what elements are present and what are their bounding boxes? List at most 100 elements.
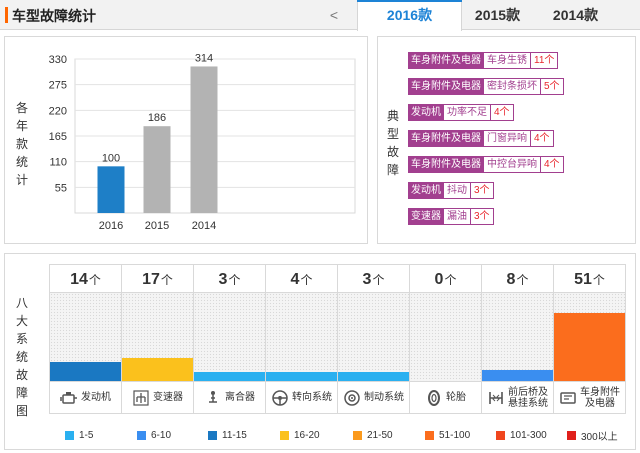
- engine-icon: [60, 391, 77, 404]
- color-legend: 1-5 6-10 11-15 16-20 21-50 51-100 101-300 300以上: [49, 426, 627, 444]
- fault-name: 功率不足: [444, 104, 491, 121]
- side-char: 大: [15, 314, 28, 328]
- fault-count: 3个: [471, 182, 494, 199]
- legend-item: 16-20: [280, 429, 320, 441]
- fault-category-tag: 发动机: [408, 104, 444, 121]
- system-column[interactable]: 51个车身附件 及电器: [554, 264, 626, 414]
- legend-label: 101-300: [510, 429, 547, 441]
- bar-2016: [97, 166, 125, 213]
- x-tick-label: 2016: [99, 220, 123, 232]
- system-label-cell: 前后桥及 悬挂系统: [482, 381, 553, 414]
- fault-item[interactable]: 车身附件及电器 车身生锈 11个: [408, 52, 559, 69]
- system-count: 51个: [554, 264, 625, 293]
- side-char: 障: [15, 386, 28, 400]
- tab-2015[interactable]: 2015款: [474, 7, 521, 23]
- side-char: 款: [15, 137, 28, 151]
- side-char: 年: [15, 119, 28, 133]
- legend-item: 11-15: [208, 429, 247, 441]
- system-count: 17个: [122, 264, 193, 293]
- legend-label: 51-100: [439, 429, 471, 441]
- system-count-number: 8: [506, 271, 516, 288]
- fault-item[interactable]: 车身附件及电器 密封条损坏 5个: [408, 78, 564, 95]
- fault-item[interactable]: 发动机 抖动 3个: [408, 182, 494, 199]
- side-char: 故: [15, 368, 28, 382]
- system-bar-area: [338, 293, 409, 381]
- system-column[interactable]: 14个 发动机: [50, 264, 122, 414]
- system-column[interactable]: 0个 轮胎: [410, 264, 482, 414]
- prev-arrow-button[interactable]: <: [329, 7, 339, 23]
- fault-name: 门窗异响: [484, 130, 531, 147]
- system-bar: [266, 372, 337, 381]
- bar-value-label: 186: [148, 112, 166, 124]
- system-label: 轮胎: [446, 392, 466, 403]
- system-label: 转向系统: [292, 392, 332, 403]
- fault-category-tag: 变速器: [408, 208, 444, 225]
- side-char: 统: [15, 155, 28, 169]
- system-count-number: 4: [290, 271, 300, 288]
- side-char: 典: [386, 109, 399, 123]
- system-label-line: 发动机: [81, 392, 111, 403]
- system-count-number: 3: [218, 271, 228, 288]
- system-column[interactable]: 3个 离合器: [194, 264, 266, 414]
- y-tick-label: 275: [49, 80, 67, 92]
- system-bar: [50, 362, 121, 381]
- system-count-unit: 个: [372, 273, 385, 287]
- bar-value-label: 314: [195, 52, 213, 64]
- legend-label: 21-50: [367, 429, 393, 441]
- system-column[interactable]: 3个制动系统: [338, 264, 410, 414]
- car-body-icon: [560, 391, 576, 404]
- fault-name: 漏油: [444, 208, 471, 225]
- clutch-icon: [209, 390, 217, 403]
- system-column[interactable]: 4个 转向系统: [266, 264, 338, 414]
- system-column[interactable]: 17个变速器: [122, 264, 194, 414]
- legend-item: 101-300: [496, 429, 547, 441]
- bar-2014: [190, 66, 218, 213]
- system-count: 8个: [482, 264, 553, 293]
- legend-swatch: [353, 430, 362, 440]
- fault-name: 车身生锈: [484, 52, 531, 69]
- system-count-number: 0: [434, 271, 444, 288]
- system-bar-area: [194, 293, 265, 381]
- system-label-cell: 制动系统: [338, 381, 409, 414]
- fault-category-tag: 车身附件及电器: [408, 130, 484, 147]
- tab-2016[interactable]: 2016款: [357, 0, 462, 31]
- system-label: 车身附件 及电器: [580, 387, 620, 409]
- system-count-unit: 个: [160, 273, 173, 287]
- fault-name: 抖动: [444, 182, 471, 199]
- faults-side-label: 典 型 故 障: [386, 107, 400, 179]
- fault-item[interactable]: 车身附件及电器 中控台异响 4个: [408, 156, 564, 173]
- tab-2014[interactable]: 2014款: [552, 7, 599, 23]
- fault-category-tag: 车身附件及电器: [408, 156, 484, 173]
- fault-item[interactable]: 车身附件及电器 门窗异响 4个: [408, 130, 554, 147]
- legend-item: 21-50: [353, 429, 393, 441]
- system-bar-area: [554, 293, 625, 381]
- page-title: 车型故障统计: [12, 8, 96, 24]
- fault-item[interactable]: 发动机 功率不足 4个: [408, 104, 514, 121]
- legend-label: 300以上: [581, 431, 618, 443]
- x-tick-label: 2014: [192, 220, 216, 232]
- year-bar-chart: 55 110 165 220 275 330 100 2016 186 2015 314 2014: [49, 52, 356, 232]
- system-bar-area: [50, 293, 121, 381]
- legend-swatch: [567, 430, 576, 440]
- side-char: 系: [15, 332, 28, 346]
- suspension-icon: [489, 391, 503, 404]
- fault-category-tag: 车身附件及电器: [408, 78, 484, 95]
- y-tick-label: 165: [49, 131, 67, 143]
- legend-swatch: [425, 430, 434, 440]
- system-count-unit: 个: [516, 273, 529, 287]
- system-label-line: 前后桥及: [508, 386, 548, 398]
- legend-item: 51-100: [425, 429, 470, 441]
- system-label-line: 制动系统: [364, 392, 404, 403]
- legend-label: 16-20: [294, 429, 320, 441]
- system-count: 3个: [194, 264, 265, 293]
- system-column[interactable]: 8个前后桥及 悬挂系统: [482, 264, 554, 414]
- title-accent: [5, 7, 8, 23]
- system-bar: [554, 313, 625, 381]
- fault-count: 3个: [471, 208, 494, 225]
- system-count-unit: 个: [592, 273, 605, 287]
- fault-item[interactable]: 变速器 漏油 3个: [408, 208, 494, 225]
- side-char: 故: [386, 145, 399, 159]
- system-label: 变速器: [153, 392, 183, 403]
- system-count-number: 3: [362, 271, 372, 288]
- system-label-line: 车身附件: [580, 386, 620, 398]
